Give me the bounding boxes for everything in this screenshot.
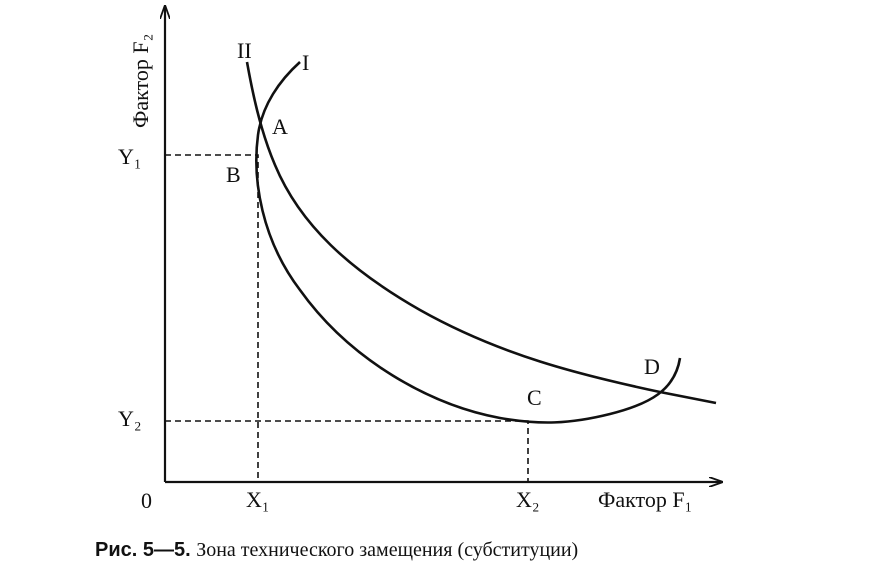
guide-lines [165, 154, 529, 482]
curve-ii [245, 61, 717, 405]
point-a: A [272, 114, 288, 139]
x2-label: X₂ [516, 487, 540, 512]
curve-i [255, 61, 682, 424]
point-b: B [226, 162, 241, 187]
guide-y2-x2 [165, 420, 529, 482]
axes [165, 6, 722, 482]
curve-ii-label: II [237, 38, 252, 63]
origin-label: 0 [141, 488, 152, 513]
point-d: D [644, 354, 660, 379]
y1-label: Y₁ [118, 144, 142, 169]
x1-label: X₁ [246, 487, 270, 512]
curves [245, 61, 717, 424]
point-c: C [527, 385, 542, 410]
y2-label: Y₂ [118, 406, 142, 431]
y-axis-label: Фактор F₂ [128, 34, 153, 128]
caption-number: Рис. 5—5. [95, 539, 191, 561]
caption: Рис. 5—5. Зона технического замещения (с… [95, 536, 578, 561]
guide-y1-x1 [165, 154, 259, 482]
x-axis-label: Фактор F₁ [598, 487, 692, 512]
caption-text: Зона технического замещения (субституции… [196, 539, 578, 561]
curve-i-label: I [302, 50, 309, 75]
